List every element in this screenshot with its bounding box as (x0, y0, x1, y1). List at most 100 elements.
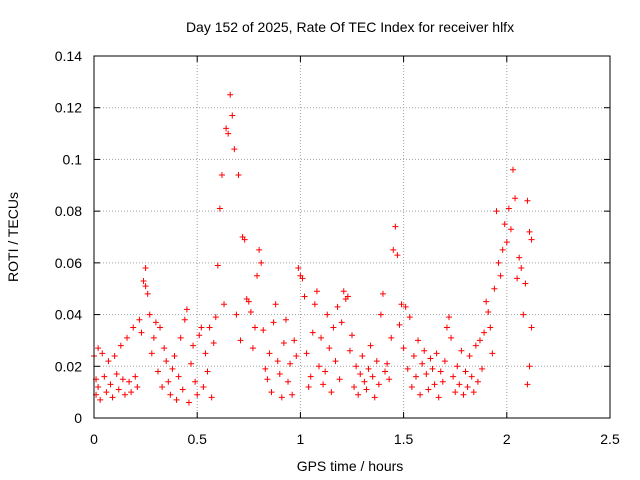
data-point (303, 350, 310, 357)
data-point (142, 283, 149, 290)
data-point (390, 246, 397, 253)
data-point (254, 272, 261, 279)
data-point (472, 342, 479, 349)
data-point (431, 381, 438, 388)
data-point (326, 345, 333, 352)
data-point (522, 280, 529, 287)
data-point (204, 368, 211, 375)
data-point (241, 236, 248, 243)
data-point (483, 298, 490, 305)
data-point (524, 197, 531, 204)
data-point (177, 334, 184, 341)
data-point (206, 324, 213, 331)
data-point (225, 130, 232, 137)
data-point (361, 378, 368, 385)
data-point (369, 373, 376, 380)
data-point (443, 324, 450, 331)
data-point (270, 319, 277, 326)
data-point (192, 378, 199, 385)
data-point (499, 246, 506, 253)
data-point (274, 358, 281, 365)
data-point (421, 347, 428, 354)
y-tick-label: 0.02 (55, 358, 82, 374)
data-point (101, 373, 108, 380)
data-point (456, 381, 463, 388)
data-point (229, 112, 236, 119)
data-point (157, 324, 164, 331)
data-point (479, 365, 486, 372)
data-point (332, 358, 339, 365)
data-point (505, 205, 512, 212)
data-point (227, 91, 234, 98)
data-point (349, 332, 355, 339)
data-point (154, 368, 161, 375)
data-point (245, 298, 252, 305)
data-point (452, 389, 459, 396)
data-point (218, 171, 225, 178)
data-point (237, 337, 244, 344)
data-point (221, 301, 228, 308)
data-point (179, 386, 186, 393)
data-point (231, 146, 238, 153)
data-point (367, 342, 374, 349)
data-point (315, 363, 322, 370)
data-point (111, 352, 118, 359)
data-point (152, 319, 159, 326)
data-point (128, 389, 135, 396)
data-point (258, 259, 265, 266)
data-point (359, 352, 366, 359)
data-point (268, 389, 275, 396)
data-point (173, 396, 180, 403)
data-point (491, 285, 498, 292)
y-tick-label: 0.08 (55, 203, 82, 219)
data-point (200, 383, 207, 390)
data-point (140, 277, 147, 284)
data-point (311, 301, 318, 308)
data-point (167, 391, 174, 398)
data-point (526, 363, 533, 370)
data-point (392, 223, 399, 230)
data-point (384, 360, 391, 367)
data-point (476, 337, 483, 344)
data-point (280, 340, 287, 347)
data-point (247, 308, 254, 315)
data-point (410, 352, 417, 359)
data-point (415, 337, 422, 344)
data-point (357, 371, 364, 378)
data-point (351, 383, 358, 390)
data-point (198, 324, 205, 331)
data-point (285, 378, 292, 385)
data-point (138, 329, 145, 336)
data-point (185, 399, 192, 406)
data-point (460, 391, 467, 398)
data-point (190, 342, 197, 349)
grid-lines (94, 56, 610, 418)
data-point (375, 381, 382, 388)
data-point (454, 363, 461, 370)
data-point (103, 389, 110, 396)
y-tick-label: 0 (74, 410, 82, 426)
data-point (448, 334, 455, 341)
x-tick-label: 2.5 (600, 431, 620, 447)
data-point (287, 360, 294, 367)
data-point (307, 373, 314, 380)
y-axis-label: ROTI / TECUs (5, 192, 21, 282)
data-point (144, 290, 151, 297)
data-point (485, 308, 492, 315)
data-point (474, 378, 481, 385)
data-point (489, 350, 496, 357)
chart-title: Day 152 of 2025, Rate Of TEC Index for r… (186, 19, 514, 35)
data-point (450, 373, 457, 380)
data-point (175, 373, 182, 380)
data-point (388, 334, 395, 341)
data-point (493, 208, 500, 215)
data-point (402, 303, 409, 310)
data-point (295, 265, 302, 272)
data-point (441, 358, 448, 365)
data-point (425, 386, 432, 393)
x-tick-label: 1 (297, 431, 305, 447)
data-point (171, 352, 178, 359)
data-point (429, 365, 436, 372)
data-point (161, 345, 168, 352)
